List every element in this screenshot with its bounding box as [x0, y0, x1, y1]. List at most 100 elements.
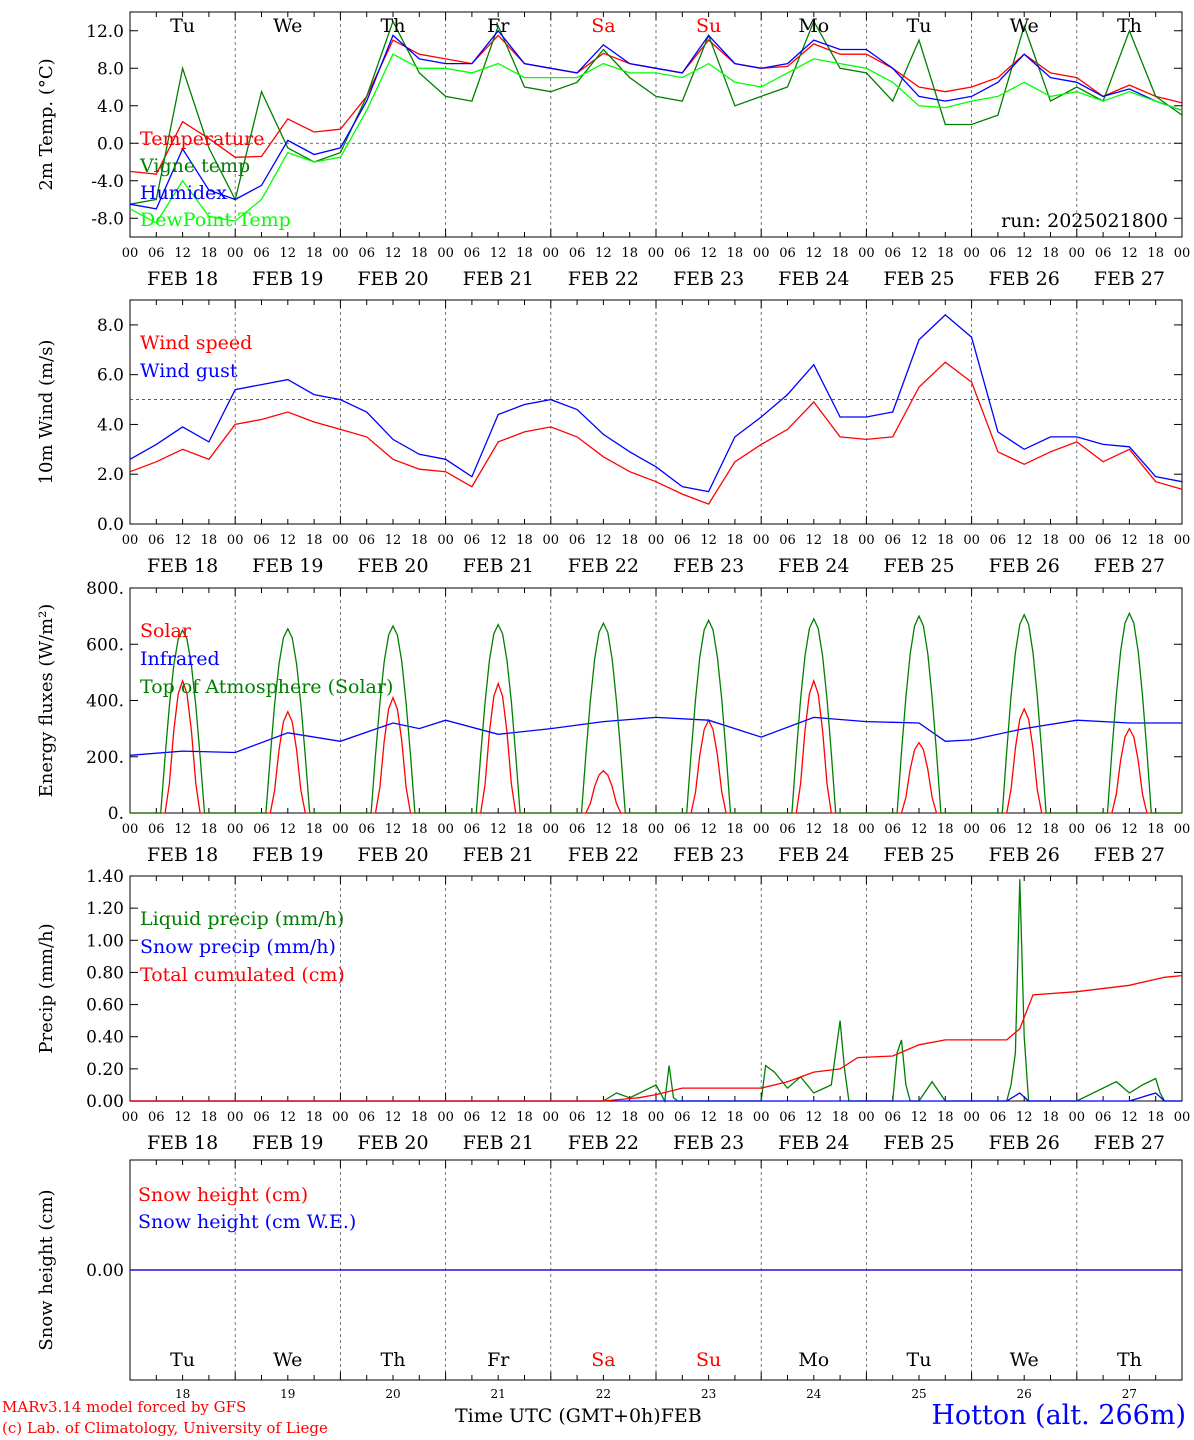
hour-label: 00	[227, 1110, 244, 1125]
hour-label: 18	[832, 822, 849, 837]
hour-label: 18	[937, 822, 954, 837]
legend-entry: Liquid precip (mm/h)	[140, 908, 344, 930]
hour-label: 18	[306, 533, 323, 548]
hour-label: 06	[1095, 1110, 1112, 1125]
legend-entry: Total cumulated (cm)	[140, 964, 345, 986]
hour-label: 18	[727, 246, 744, 261]
date-label: FEB 25	[883, 844, 954, 866]
hour-label: 06	[674, 533, 691, 548]
hour-label: 00	[122, 1110, 139, 1125]
y-tick-label: 400.	[86, 692, 124, 712]
hour-label: 12	[1121, 246, 1138, 261]
y-tick-label: 0.80	[86, 963, 124, 983]
hour-label: 06	[779, 1110, 796, 1125]
hour-label: 12	[490, 822, 507, 837]
hour-label: 00	[858, 822, 875, 837]
y-tick-label: 0.60	[86, 996, 124, 1016]
hour-label: 18	[411, 533, 428, 548]
legend-entry: Wind gust	[140, 360, 238, 382]
date-label: FEB 26	[989, 268, 1060, 290]
day-number: 21	[491, 1387, 506, 1401]
hour-label: 18	[516, 246, 533, 261]
hour-label: 06	[464, 533, 481, 548]
hour-label: 06	[253, 1110, 270, 1125]
hour-label: 00	[963, 822, 980, 837]
date-label: FEB 22	[568, 555, 639, 577]
date-label: FEB 24	[778, 268, 849, 290]
date-label: FEB 26	[989, 1132, 1060, 1154]
series-wind-speed	[129, 361, 1183, 505]
station-name: Hotton (alt. 266m)	[931, 1400, 1186, 1431]
series-dewpoint-temp	[129, 53, 1183, 224]
date-label: FEB 21	[463, 268, 534, 290]
hour-label: 12	[1016, 246, 1033, 261]
date-label: FEB 27	[1094, 555, 1165, 577]
legend-entry: Solar	[140, 620, 192, 642]
date-label: FEB 23	[673, 555, 744, 577]
plot-frame-1	[129, 11, 1183, 238]
date-label: FEB 23	[673, 1132, 744, 1154]
day-number: 25	[911, 1387, 926, 1401]
hour-label: 06	[148, 1110, 165, 1125]
hour-label: 18	[306, 822, 323, 837]
hour-label: 18	[306, 1110, 323, 1125]
hour-label: 00	[227, 822, 244, 837]
hour-label: 12	[700, 246, 717, 261]
y-tick-label: 600.	[86, 635, 124, 655]
hour-label: 12	[490, 1110, 507, 1125]
hour-label: 18	[1147, 822, 1164, 837]
legend-entry: Snow precip (mm/h)	[140, 936, 336, 958]
hour-label: 18	[1147, 533, 1164, 548]
hour-label: 12	[174, 822, 191, 837]
y-tick-label: -8.0	[91, 209, 124, 229]
hour-label: 12	[595, 533, 612, 548]
hour-label: 06	[464, 822, 481, 837]
hour-label: 00	[1174, 1110, 1191, 1125]
legend-entry: Infrared	[140, 648, 220, 670]
hour-label: 06	[990, 533, 1007, 548]
y-tick-label: 0.40	[86, 1028, 124, 1048]
hour-label: 12	[490, 533, 507, 548]
hour-label: 06	[884, 822, 901, 837]
hour-label: 18	[201, 1110, 218, 1125]
y-tick-label: 4.0	[97, 415, 124, 435]
hour-label: 12	[911, 246, 928, 261]
hour-label: 18	[516, 533, 533, 548]
hour-label: 00	[648, 246, 665, 261]
hour-label: 18	[1147, 246, 1164, 261]
date-label: FEB 26	[989, 844, 1060, 866]
hour-label: 12	[1121, 533, 1138, 548]
hour-label: 18	[306, 246, 323, 261]
y-tick-label: 1.40	[86, 867, 124, 887]
date-label: FEB 19	[252, 844, 323, 866]
run-label: run: 2025021800	[1001, 210, 1168, 232]
weekday-label: Th	[1117, 15, 1142, 37]
date-label: FEB 22	[568, 1132, 639, 1154]
hour-label: 18	[1042, 533, 1059, 548]
date-label: FEB 18	[147, 555, 218, 577]
y-tick-label: 8.0	[97, 316, 124, 336]
hour-label: 00	[332, 533, 349, 548]
hour-label: 12	[806, 533, 823, 548]
series-top-of-atmosphere-solar-	[130, 611, 1182, 814]
plot-frame-3	[129, 587, 1183, 814]
hour-label: 00	[1069, 1110, 1086, 1125]
y-tick-label: 200.	[86, 748, 124, 768]
hour-label: 18	[516, 1110, 533, 1125]
hour-label: 06	[990, 822, 1007, 837]
y-tick-label: 6.0	[97, 366, 124, 386]
weekday-label: We	[1010, 1349, 1039, 1371]
hour-label: 06	[779, 822, 796, 837]
hour-label: 06	[569, 533, 586, 548]
date-label: FEB 24	[778, 1132, 849, 1154]
date-label: FEB 20	[357, 1132, 428, 1154]
hour-label: 06	[358, 246, 375, 261]
hour-label: 06	[464, 246, 481, 261]
hour-label: 00	[1174, 533, 1191, 548]
hour-label: 18	[201, 822, 218, 837]
weekday-label: Th	[381, 1349, 406, 1371]
hour-label: 12	[911, 822, 928, 837]
y-tick-label: 0.00	[86, 1261, 124, 1281]
series-total-cumulated-cm-	[130, 974, 1183, 1102]
